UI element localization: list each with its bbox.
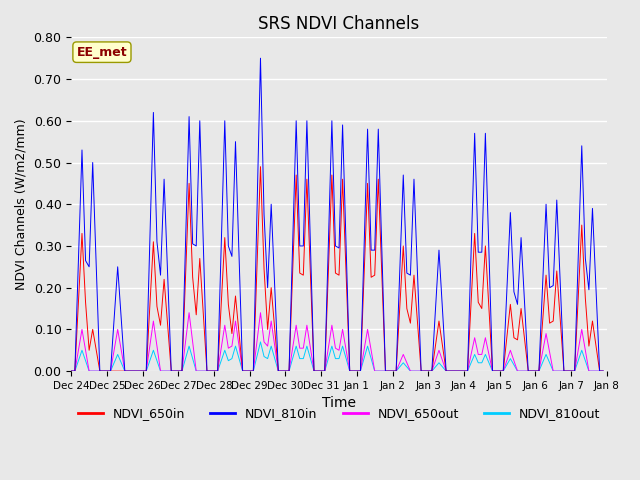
Legend: NDVI_650in, NDVI_810in, NDVI_650out, NDVI_810out: NDVI_650in, NDVI_810in, NDVI_650out, NDV…	[73, 402, 605, 425]
Text: EE_met: EE_met	[77, 46, 127, 59]
Y-axis label: NDVI Channels (W/m2/mm): NDVI Channels (W/m2/mm)	[15, 119, 28, 290]
X-axis label: Time: Time	[322, 396, 356, 410]
Title: SRS NDVI Channels: SRS NDVI Channels	[259, 15, 420, 33]
